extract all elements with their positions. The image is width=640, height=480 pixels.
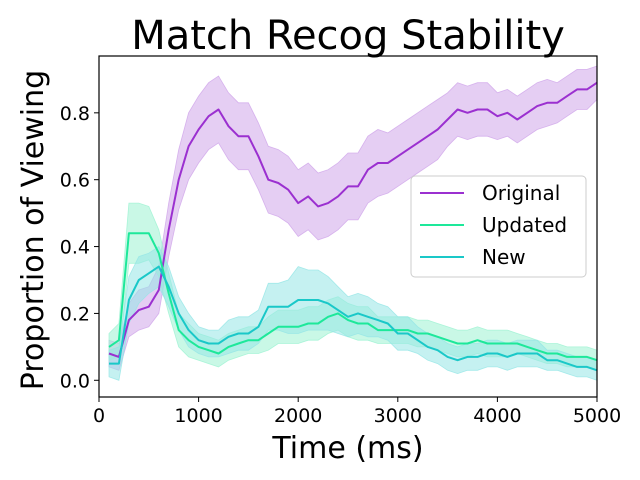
x-axis-ticks: 0 1000 2000 3000 4000 5000 (93, 397, 621, 427)
y-axis-ticks: 0.0 0.2 0.4 0.6 0.8 (60, 103, 99, 392)
x-tick-label: 2000 (274, 405, 322, 427)
y-tick-label: 0.0 (60, 370, 90, 392)
legend-label-original: Original (482, 181, 560, 205)
legend: Original Updated New (410, 175, 587, 278)
y-tick-label: 0.6 (60, 170, 90, 192)
y-tick-label: 0.4 (60, 237, 90, 259)
plot-frame (98, 55, 598, 398)
series-lines (108, 81, 598, 372)
new-series-line (109, 265, 598, 372)
updated-series-line (108, 232, 598, 362)
y-axis-label: Proportion of Viewing (16, 70, 51, 390)
chart-title: Match Recog Stability (131, 13, 565, 59)
x-axis-label: Time (ms) (271, 431, 423, 466)
y-tick-label: 0.2 (60, 303, 90, 325)
y-tick-label: 0.8 (60, 103, 90, 125)
x-tick-label: 3000 (374, 405, 422, 427)
x-tick-label: 5000 (573, 405, 621, 427)
original-series-line (108, 81, 598, 358)
legend-label-new: New (482, 245, 526, 269)
x-tick-label: 1000 (174, 405, 222, 427)
x-tick-label: 0 (93, 405, 105, 427)
legend-box (410, 175, 587, 278)
x-tick-label: 4000 (473, 405, 521, 427)
legend-label-updated: Updated (482, 213, 567, 237)
